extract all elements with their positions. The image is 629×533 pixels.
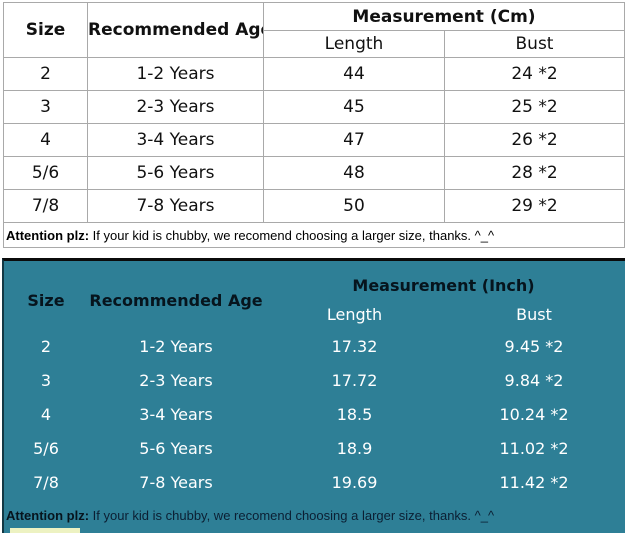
- cm-cell-size: 5/6: [3, 156, 88, 190]
- inch-cell-length: 18.9: [336, 438, 373, 458]
- inch-cell-size: 3: [40, 370, 52, 390]
- cm-cell-size: 4: [3, 123, 88, 157]
- inch-attention-note-text: If your kid is chubby, we recomend choos…: [89, 508, 495, 523]
- cm-cell-length: 50: [263, 189, 445, 223]
- cm-table-row: 3 2-3 Years 45 25 *2: [3, 90, 625, 124]
- inch-cell-size: 2: [40, 336, 52, 356]
- inch-cell-length: 17.72: [331, 370, 378, 390]
- cm-table-row: 2 1-2 Years 44 24 *2: [3, 57, 625, 91]
- inch-cell-age: 3-4 Years: [139, 404, 213, 424]
- inch-cell-bust: 9.84 *2: [504, 370, 564, 390]
- cm-cell-bust: 29 *2: [444, 189, 625, 223]
- cm-cell-bust: 28 *2: [444, 156, 625, 190]
- cm-cell-bust: 25 *2: [444, 90, 625, 124]
- size-chart-inch-panel: Size Recommended Age Measurement (Inch) …: [2, 258, 625, 533]
- inch-cell-length: 18.5: [336, 404, 373, 424]
- inch-attention-row: Attention plz: If your kid is chubby, we…: [4, 508, 625, 523]
- inch-cell-age: 7-8 Years: [139, 472, 213, 492]
- cm-header-size: Size: [3, 2, 88, 58]
- inch-table-grid: Size Recommended Age Measurement (Inch) …: [4, 261, 625, 499]
- cm-cell-size: 2: [3, 57, 88, 91]
- cm-header-length: Length: [263, 30, 445, 58]
- cm-cell-length: 48: [263, 156, 445, 190]
- cm-attention-row: Attention plz: If your kid is chubby, we…: [3, 222, 625, 248]
- inch-cell-length: 17.32: [331, 336, 378, 356]
- cm-cell-length: 44: [263, 57, 445, 91]
- inch-cell-bust: 10.24 *2: [499, 404, 569, 424]
- inch-header-bust: Bust: [516, 304, 552, 324]
- inch-header-age: Recommended Age: [89, 290, 263, 310]
- inch-header-measurement: Measurement (Inch): [352, 275, 535, 295]
- size-chart-cm-table: Size Recommended Age Measurement (Cm) Le…: [3, 2, 625, 248]
- cm-cell-age: 5-6 Years: [87, 156, 264, 190]
- cm-cell-length: 45: [263, 90, 445, 124]
- cm-cell-length: 47: [263, 123, 445, 157]
- inch-cell-age: 2-3 Years: [139, 370, 213, 390]
- cm-attention-note-bold: Attention plz:: [6, 227, 90, 243]
- inch-cell-size: 4: [40, 404, 52, 424]
- cm-table-row: 7/8 7-8 Years 50 29 *2: [3, 189, 625, 223]
- inch-cell-bust: 11.02 *2: [499, 438, 569, 458]
- cm-cell-age: 2-3 Years: [87, 90, 264, 124]
- cm-cell-age: 3-4 Years: [87, 123, 264, 157]
- inch-cell-length: 19.69: [331, 472, 378, 492]
- cm-attention-note-text: If your kid is chubby, we recomend choos…: [89, 227, 495, 243]
- cm-header-age: Recommended Age: [87, 2, 264, 58]
- inch-cell-size: 7/8: [33, 472, 59, 492]
- cm-header-bust: Bust: [444, 30, 625, 58]
- inch-cell-age: 5-6 Years: [139, 438, 213, 458]
- inch-header-length: Length: [326, 304, 383, 324]
- cm-cell-age: 7-8 Years: [87, 189, 264, 223]
- cm-cell-size: 7/8: [3, 189, 88, 223]
- cm-header-row-1: Size Recommended Age Measurement (Cm): [3, 2, 625, 58]
- cm-cell-size: 3: [3, 90, 88, 124]
- inch-header-size: Size: [27, 290, 65, 310]
- inch-cell-bust: 9.45 *2: [504, 336, 564, 356]
- cm-cell-age: 1-2 Years: [87, 57, 264, 91]
- inch-cell-size: 5/6: [33, 438, 59, 458]
- inch-attention-note-bold: Attention plz:: [6, 508, 90, 523]
- inch-cell-bust: 11.42 *2: [499, 472, 569, 492]
- cm-table-row: 4 3-4 Years 47 26 *2: [3, 123, 625, 157]
- cm-cell-bust: 24 *2: [444, 57, 625, 91]
- cm-header-row-2: Length Bust: [4, 30, 625, 58]
- cm-table-row: 5/6 5-6 Years 48 28 *2: [3, 156, 625, 190]
- inch-cell-age: 1-2 Years: [139, 336, 213, 356]
- cm-cell-bust: 26 *2: [444, 123, 625, 157]
- cm-header-measurement: Measurement (Cm): [263, 2, 625, 31]
